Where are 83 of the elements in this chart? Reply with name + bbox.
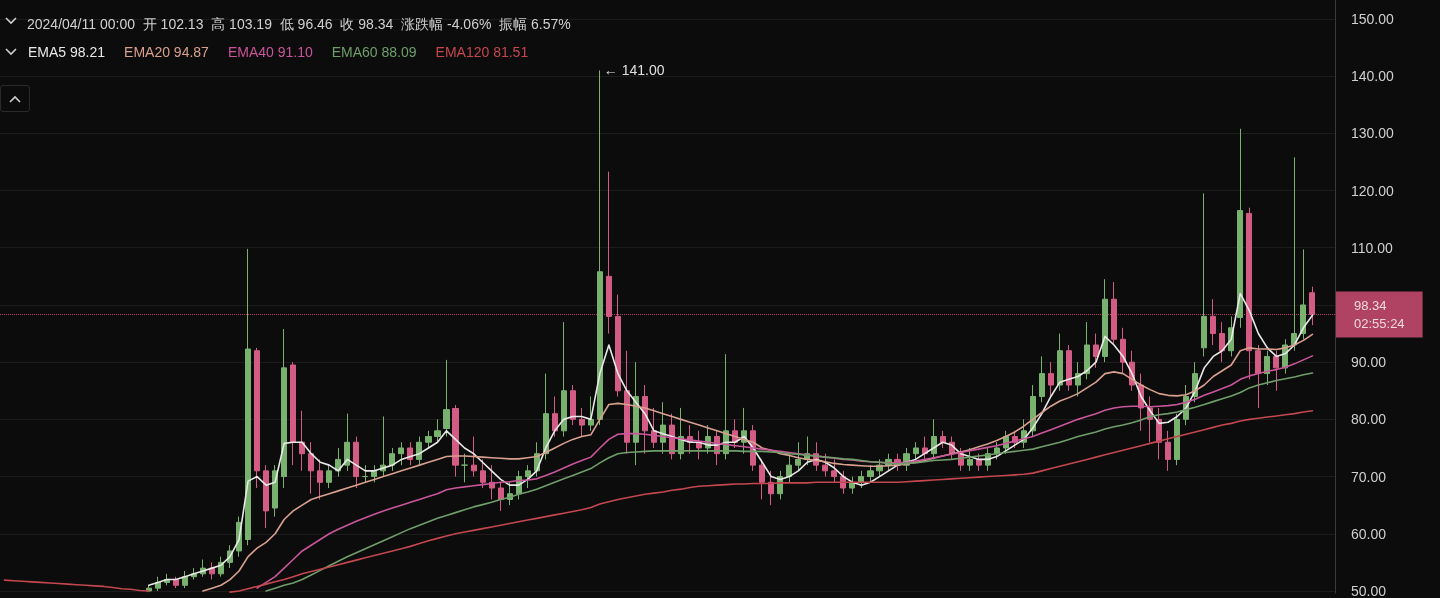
candlestick bbox=[245, 248, 251, 546]
text: EMA5 98.21 bbox=[28, 44, 106, 60]
candlestick bbox=[1291, 156, 1297, 352]
candlestick bbox=[931, 418, 937, 460]
candlestick bbox=[326, 464, 332, 489]
candlestick bbox=[579, 407, 585, 438]
candlestick bbox=[831, 458, 837, 483]
text: 2024/04/11 00:00 开 102.13 高 103.19 低 96.46 收 98.34 涨跌幅 -4.06% 振幅 6.57% bbox=[27, 16, 571, 32]
text: EMA40 91.10 bbox=[227, 44, 313, 60]
candlestick bbox=[1219, 321, 1225, 363]
candlestick bbox=[1066, 344, 1072, 392]
y-tick-label: 50.00 bbox=[1351, 583, 1387, 598]
y-tick-label: 60.00 bbox=[1351, 525, 1387, 542]
ref-line-label: 98.34 02:55:24 bbox=[1354, 297, 1405, 331]
candlestick bbox=[209, 561, 215, 581]
candlestick bbox=[624, 350, 630, 455]
candlestick bbox=[1084, 321, 1090, 380]
candlestick bbox=[398, 441, 404, 466]
candlestick bbox=[173, 576, 179, 589]
candlestick bbox=[1039, 355, 1045, 403]
candlestick bbox=[389, 447, 395, 472]
candlestick bbox=[570, 384, 576, 426]
candlestick bbox=[940, 430, 946, 449]
candlestick bbox=[308, 441, 314, 495]
candlestick bbox=[498, 481, 504, 512]
candlestick bbox=[1057, 333, 1063, 392]
candlestick bbox=[317, 458, 323, 500]
candlestick bbox=[1201, 192, 1207, 357]
candlestick bbox=[380, 416, 386, 478]
candlestick bbox=[263, 464, 269, 529]
candlestick bbox=[1300, 248, 1306, 340]
candlestick bbox=[1255, 344, 1261, 409]
y-tick-label: 90.00 bbox=[1351, 354, 1387, 371]
candlestick bbox=[443, 359, 450, 438]
candlestick bbox=[254, 347, 260, 489]
candlestick bbox=[967, 447, 973, 472]
candlestick bbox=[1174, 413, 1180, 466]
candlestick bbox=[1093, 333, 1099, 369]
y-tick-label: 140.00 bbox=[1351, 68, 1395, 85]
annotation: ← 141.00 bbox=[603, 62, 665, 79]
candlestick bbox=[588, 395, 594, 432]
candlestick bbox=[795, 441, 801, 472]
candlestick bbox=[344, 413, 350, 472]
candlestick bbox=[1273, 350, 1279, 392]
candlestick bbox=[561, 321, 567, 438]
candlestick bbox=[1165, 430, 1171, 472]
text: EMA120 81.51 bbox=[435, 44, 529, 60]
y-tick-label: 70.00 bbox=[1351, 468, 1387, 485]
candlestick bbox=[425, 430, 432, 449]
candlestick bbox=[461, 453, 468, 483]
candlestick bbox=[371, 464, 377, 483]
candlestick bbox=[416, 436, 422, 466]
candlestick bbox=[759, 458, 765, 500]
line-series bbox=[148, 292, 1314, 587]
y-tick-label: 80.00 bbox=[1351, 411, 1387, 428]
candlestick bbox=[182, 570, 188, 589]
candlestick bbox=[480, 458, 486, 489]
text: EMA20 94.87 bbox=[124, 44, 210, 60]
candlestick bbox=[768, 470, 774, 506]
candlestick bbox=[1237, 128, 1243, 329]
candlestick bbox=[1264, 350, 1270, 386]
candlestick bbox=[597, 69, 603, 426]
candlestick bbox=[913, 441, 919, 460]
candlestick bbox=[299, 410, 305, 472]
candlestick bbox=[1048, 361, 1054, 397]
candlestick bbox=[867, 464, 874, 483]
candlestick bbox=[1102, 278, 1108, 363]
candlestick bbox=[471, 436, 477, 478]
candlestick bbox=[281, 328, 287, 489]
candlestick bbox=[434, 418, 441, 443]
y-tick-label: 150.00 bbox=[1351, 10, 1395, 27]
y-tick-label: 110.00 bbox=[1351, 239, 1393, 256]
candlestick bbox=[822, 453, 828, 478]
candlestick bbox=[362, 464, 368, 483]
text: EMA60 88.09 bbox=[331, 44, 417, 60]
candlestick bbox=[191, 567, 197, 581]
candlestick bbox=[552, 395, 558, 438]
y-tick-label: 130.00 bbox=[1351, 125, 1395, 142]
y-tick-label: 120.00 bbox=[1351, 182, 1395, 199]
candlestick bbox=[353, 436, 359, 489]
candlestick bbox=[290, 361, 296, 466]
candlestick bbox=[525, 464, 531, 489]
candlestick bbox=[452, 404, 459, 478]
